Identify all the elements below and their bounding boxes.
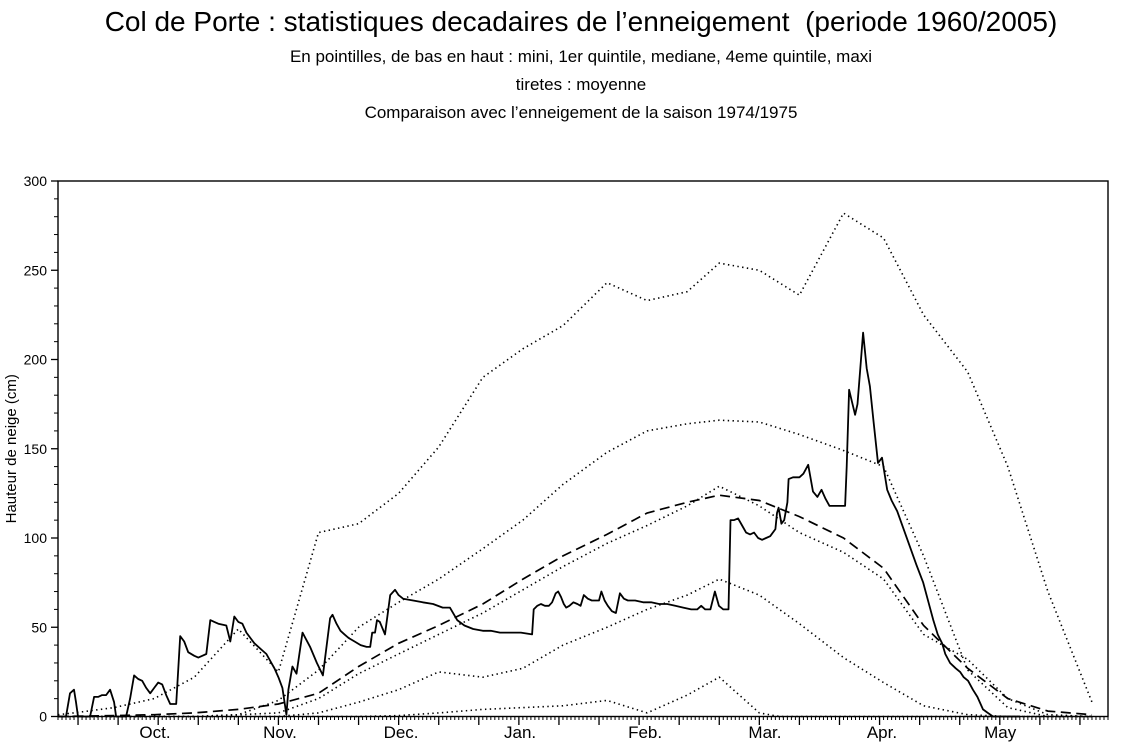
subtitle-comparaison: Comparaison avec l’enneigement de la sai… bbox=[364, 103, 798, 122]
x-month-label: Nov. bbox=[263, 723, 297, 742]
x-month-label: Apr. bbox=[867, 723, 897, 742]
y-tick-label: 150 bbox=[24, 441, 48, 457]
y-tick-label: 50 bbox=[31, 619, 47, 635]
subtitle-pointilles: En pointilles, de bas en haut : mini, 1e… bbox=[289, 47, 873, 66]
page-title: Col de Porte : statistiques decadaires d… bbox=[104, 6, 1058, 37]
x-month-label: Mar. bbox=[748, 723, 781, 742]
x-month-label: May bbox=[984, 723, 1017, 742]
chart-header: Col de Porte : statistiques decadaires d… bbox=[0, 0, 1132, 123]
axis-labels: 0 50 100 150 200 250 300 Oct. Nov. Dec. Jan. Feb. Ma… bbox=[3, 173, 1017, 742]
data-series bbox=[57, 211, 1093, 718]
y-axis-title: Hauteur de neige (cm) bbox=[3, 374, 20, 523]
plot-border bbox=[57, 180, 1109, 718]
series-4eme-quintile bbox=[58, 419, 1092, 718]
x-month-label: Jan. bbox=[504, 723, 536, 742]
x-month-label: Oct. bbox=[139, 723, 170, 742]
series-mediane bbox=[58, 485, 1093, 718]
x-month-label: Feb. bbox=[628, 723, 662, 742]
y-tick-label: 0 bbox=[39, 709, 47, 725]
series-saison-1974-1975 bbox=[58, 331, 1020, 718]
subtitle-tiretes: tiretes : moyenne bbox=[515, 75, 647, 94]
series-moyenne bbox=[57, 494, 1093, 718]
y-tick-label: 300 bbox=[24, 173, 48, 189]
axes bbox=[51, 180, 1109, 725]
y-tick-label: 250 bbox=[24, 262, 48, 278]
series-mini bbox=[58, 676, 1092, 718]
y-tick-label: 200 bbox=[24, 352, 48, 368]
y-tick-label: 100 bbox=[24, 530, 48, 546]
x-month-label: Dec. bbox=[384, 723, 419, 742]
series-1er-quintile bbox=[58, 578, 1092, 718]
